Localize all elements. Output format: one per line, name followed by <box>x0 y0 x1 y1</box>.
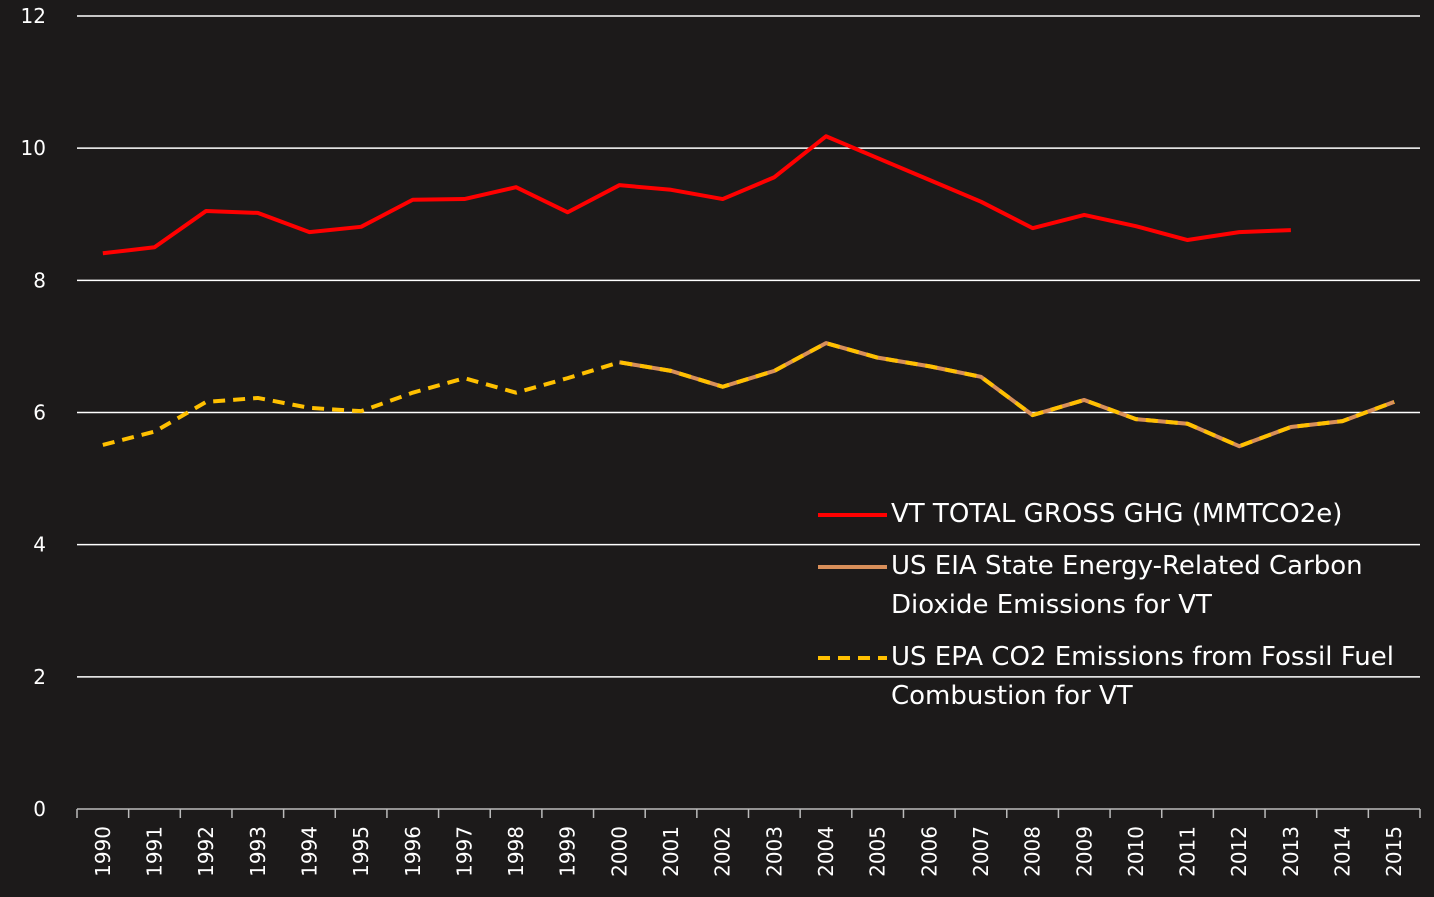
series-line <box>102 134 1291 256</box>
y-tick-label: 12 <box>21 4 46 28</box>
x-tick-label: 1991 <box>142 826 166 877</box>
legend-swatch <box>818 656 887 660</box>
x-tick-label: 2014 <box>1331 826 1355 877</box>
y-tick-label: 8 <box>33 268 46 292</box>
y-tick-label: 2 <box>33 665 46 689</box>
x-tick-label: 2001 <box>659 826 683 877</box>
x-tick-label: 1993 <box>246 826 270 877</box>
x-tick-label: 2011 <box>1176 826 1200 877</box>
x-tick-label: 2012 <box>1227 826 1251 877</box>
x-tick-label: 2006 <box>917 826 941 877</box>
legend-entry: VT TOTAL GROSS GHG (MMTCO2e) <box>815 495 1430 534</box>
y-tick-label: 4 <box>33 533 46 557</box>
legend-label: US EPA CO2 Emissions from Fossil Fuel Co… <box>891 642 1394 711</box>
legend-label: US EIA State Energy-Related Carbon Dioxi… <box>891 551 1363 620</box>
legend-entry: US EPA CO2 Emissions from Fossil Fuel Co… <box>815 638 1430 716</box>
x-tick-label: 2003 <box>762 826 786 877</box>
x-tick-label: 1995 <box>349 826 373 877</box>
x-tick-label: 1992 <box>194 826 218 877</box>
x-tick-label: 2015 <box>1382 826 1406 877</box>
legend-entry: US EIA State Energy-Related Carbon Dioxi… <box>815 547 1430 625</box>
x-tick-label: 1999 <box>556 826 580 877</box>
x-tick-label: 1997 <box>452 826 476 877</box>
y-tick-label: 6 <box>33 401 46 425</box>
x-tick-label: 2000 <box>607 826 631 877</box>
x-tick-label: 1994 <box>297 826 321 877</box>
x-tick-label: 2002 <box>711 826 735 877</box>
x-tick-label: 2009 <box>1072 826 1096 877</box>
y-tick-label: 10 <box>21 136 46 160</box>
series-line <box>102 341 1395 449</box>
x-tick-label: 1990 <box>91 826 115 877</box>
x-tick-label: 2004 <box>814 826 838 877</box>
legend-swatch <box>818 565 887 569</box>
legend-swatch <box>818 513 887 517</box>
x-tick-label: 2013 <box>1279 826 1303 877</box>
y-tick-label: 0 <box>33 797 46 821</box>
legend: VT TOTAL GROSS GHG (MMTCO2e) US EIA State… <box>815 495 1430 729</box>
legend-label: VT TOTAL GROSS GHG (MMTCO2e) <box>891 499 1343 529</box>
x-tick-label: 2010 <box>1124 826 1148 877</box>
x-tick-label: 2008 <box>1021 826 1045 877</box>
x-tick-label: 2007 <box>969 826 993 877</box>
x-tick-label: 1998 <box>504 826 528 877</box>
x-tick-label: 2005 <box>866 826 890 877</box>
x-tick-label: 1996 <box>401 826 425 877</box>
